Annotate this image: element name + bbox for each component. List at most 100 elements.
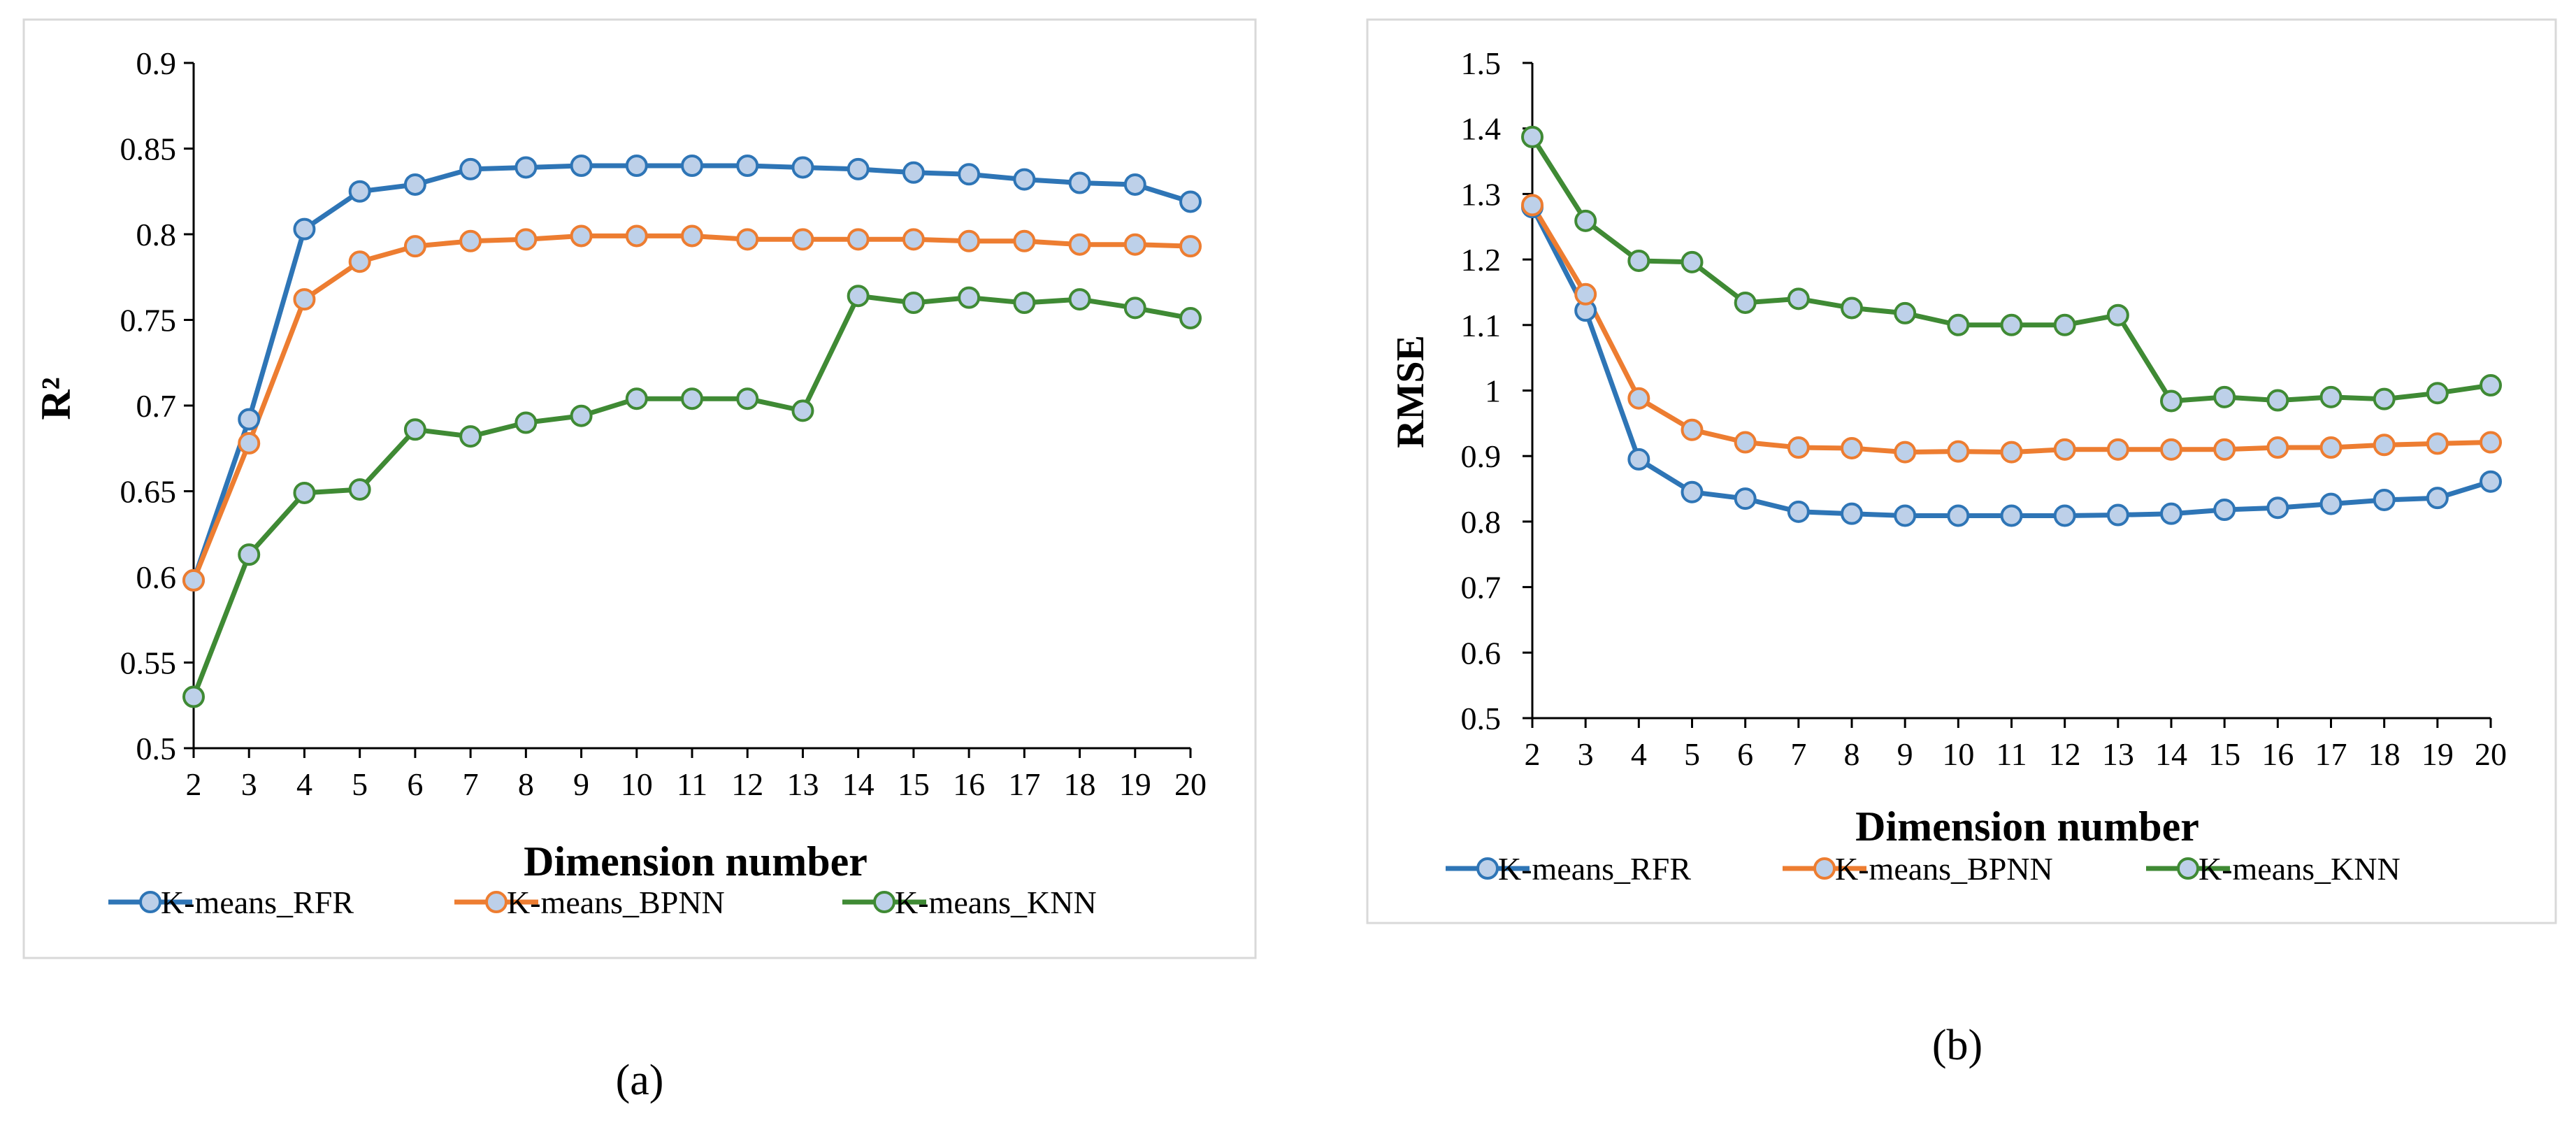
data-point [1627,387,1650,410]
data-point [348,250,371,273]
x-tick-label: 7 [463,766,479,802]
data-point [2160,438,2182,461]
data-point [515,156,538,179]
x-tick-label: 14 [2155,736,2187,772]
data-point [625,155,648,177]
x-tick-label: 20 [2475,736,2507,772]
data-point [570,404,593,427]
data-point [1068,171,1091,194]
data-point [847,228,870,251]
data-point [1179,235,1202,258]
y-tick-label: 0.65 [120,474,177,510]
data-point [1787,287,1810,310]
x-tick-label: 10 [621,766,653,802]
data-point [958,229,981,252]
y-tick-label: 0.85 [120,131,177,167]
data-point [1841,296,1863,320]
x-tick-label: 3 [1578,736,1594,772]
data-point [459,425,482,448]
x-tick-label: 8 [518,766,534,802]
data-point [1947,313,1970,336]
data-point [2426,487,2449,510]
data-point [1947,504,1970,527]
data-point [1734,487,1757,510]
x-tick-label: 4 [296,766,312,802]
data-point [2373,387,2396,410]
legend: K-means_RFR K-means_BPNN K-means_KNN [1446,851,2401,887]
legend-marker [1476,857,1499,880]
y-tick-label: 0.9 [136,45,177,81]
chart-panel-b: 0.50.60.70.80.911.11.21.31.41.52 3 4 5 6 7 8 9 1… [1366,18,2557,1069]
data-point [2480,431,2502,454]
data-point [2106,438,2129,461]
chart-panel-a: 0.50.550.60.650.70.750.80.850.92 3 4 5 6 7 8 9 1… [22,18,1257,1104]
data-point [1123,296,1146,320]
legend-marker [139,891,161,913]
data-point [847,285,870,308]
x-tick-label: 5 [352,766,368,802]
data-point [2053,313,2076,336]
y-axis-title: RMSE [1389,335,1432,448]
x-tick-label: 11 [677,766,707,802]
x-tick-label: 3 [241,766,257,802]
data-point [736,387,759,410]
data-point [2319,436,2343,459]
x-tick-label: 18 [2368,736,2401,772]
data-point [736,228,759,251]
x-tick-label: 12 [731,766,763,802]
legend-label: K-means_RFR [161,885,354,920]
data-point [2426,432,2449,455]
x-tick-label: 2 [1525,736,1541,772]
plot-area: 0.50.550.60.650.70.750.80.850.92 3 4 5 6 7 8 9 1… [120,45,1207,802]
y-tick-label: 1.1 [1461,308,1502,343]
legend-marker [485,891,508,913]
data-point [570,155,593,177]
y-tick-label: 0.6 [136,559,177,595]
data-point [182,568,205,592]
data-point [2213,438,2236,461]
y-tick-label: 0.7 [136,388,177,424]
data-point [2480,374,2502,397]
y-tick-label: 0.5 [136,731,177,766]
data-point [293,288,316,311]
legend-label: K-means_RFR [1498,851,1691,887]
data-point [625,224,648,248]
y-tick-label: 0.55 [120,645,177,681]
data-point [2213,385,2236,408]
data-point [403,418,426,441]
x-tick-label: 6 [1737,736,1753,772]
data-point [238,543,261,566]
data-point [681,387,703,410]
data-point [459,157,482,180]
data-point [2106,303,2129,327]
data-point [348,180,371,203]
y-tick-label: 0.75 [120,303,177,338]
data-point [2000,441,2023,464]
data-point [1068,233,1091,256]
legend: K-means_RFR K-means_BPNN K-means_KNN [108,885,1097,920]
data-point [1681,418,1704,441]
x-axis-title: Dimension number [524,838,868,885]
legend-label: K-means_KNN [2199,851,2401,887]
data-point [2373,488,2396,511]
data-point [2266,436,2289,459]
x-tick-label: 2 [186,766,202,802]
data-point [1841,502,1863,525]
data-point [958,163,981,186]
x-tick-label: 9 [1897,736,1913,772]
data-point [791,399,814,422]
x-tick-label: 19 [2422,736,2454,772]
x-tick-label: 18 [1064,766,1096,802]
data-point [902,228,925,251]
data-point [2053,438,2076,461]
data-point [2426,382,2449,405]
data-point [515,411,538,434]
data-point [1574,282,1597,306]
data-point [1734,291,1757,314]
data-point [403,173,426,196]
data-point [2319,385,2343,408]
x-axis-title: Dimension number [1855,803,2199,850]
legend-label: K-means_BPNN [1835,851,2053,887]
panel-label: (a) [616,1057,664,1104]
y-tick-label: 1.4 [1461,111,1502,147]
